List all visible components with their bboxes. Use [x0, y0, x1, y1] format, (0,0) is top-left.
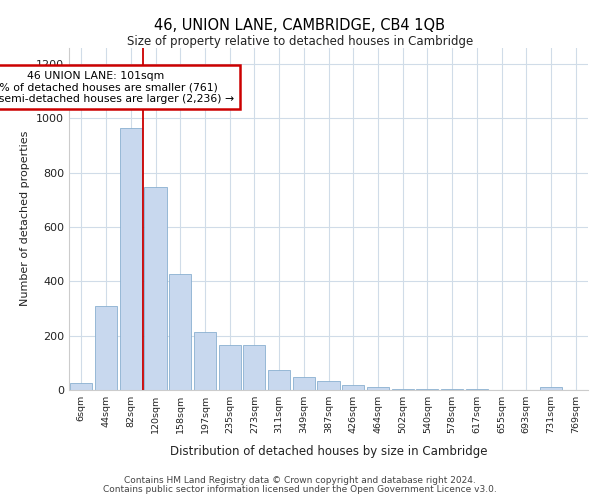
Bar [540, 386, 562, 390]
Bar [194, 332, 216, 390]
Bar [367, 388, 389, 390]
Text: Contains public sector information licensed under the Open Government Licence v3: Contains public sector information licen… [103, 484, 497, 494]
Bar [169, 274, 191, 390]
Text: 46 UNION LANE: 101sqm
← 25% of detached houses are smaller (761)
74% of semi-det: 46 UNION LANE: 101sqm ← 25% of detached … [0, 70, 234, 104]
Y-axis label: Number of detached properties: Number of detached properties [20, 131, 31, 306]
Bar [119, 128, 142, 390]
Bar [416, 389, 439, 390]
Bar [70, 383, 92, 390]
Bar [342, 385, 364, 390]
Bar [95, 306, 117, 390]
Bar [218, 345, 241, 390]
Text: 46, UNION LANE, CAMBRIDGE, CB4 1QB: 46, UNION LANE, CAMBRIDGE, CB4 1QB [155, 18, 445, 32]
Bar [317, 381, 340, 390]
Text: Distribution of detached houses by size in Cambridge: Distribution of detached houses by size … [170, 444, 488, 458]
Bar [243, 345, 265, 390]
Bar [145, 186, 167, 390]
Bar [268, 370, 290, 390]
Bar [392, 388, 414, 390]
Text: Size of property relative to detached houses in Cambridge: Size of property relative to detached ho… [127, 35, 473, 48]
Bar [441, 389, 463, 390]
Bar [293, 377, 315, 390]
Text: Contains HM Land Registry data © Crown copyright and database right 2024.: Contains HM Land Registry data © Crown c… [124, 476, 476, 485]
